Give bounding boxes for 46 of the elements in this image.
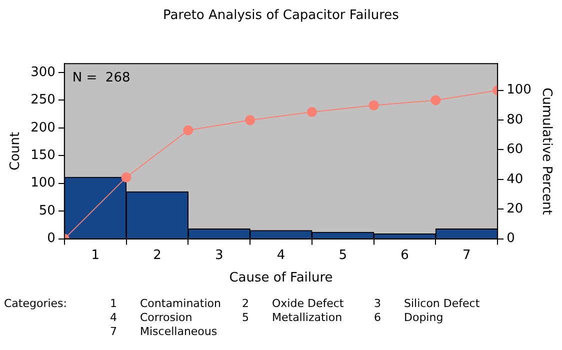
y-tick-label: 200 — [30, 120, 56, 136]
x-tick-label: 6 — [400, 248, 409, 263]
point — [121, 172, 132, 182]
y-axis-title: Count — [8, 132, 24, 171]
text: 1 — [110, 297, 118, 310]
x-tick-label: 3 — [214, 248, 224, 263]
text: Miscellaneous — [140, 325, 218, 338]
text: 3 — [374, 297, 382, 310]
text: Contamination — [140, 297, 222, 310]
y-tick-label: 250 — [30, 92, 56, 108]
x-axis-title: Cause of Failure — [229, 270, 333, 286]
y-tick-label: 300 — [30, 64, 56, 80]
text: Doping — [404, 311, 444, 324]
text: 5 — [242, 311, 250, 324]
y2-tick-label: 40 — [506, 172, 524, 187]
y-tick-label: 100 — [30, 176, 56, 191]
point — [183, 125, 194, 136]
text: Oxide Defect — [272, 297, 345, 310]
text: Corrosion — [140, 311, 194, 324]
text: 4 — [110, 311, 118, 324]
y-tick-label: 150 — [30, 148, 56, 164]
annotation: N = 268 — [72, 70, 130, 86]
y-tick-label: 50 — [38, 203, 56, 218]
point — [368, 100, 379, 110]
x-tick-label: 4 — [276, 248, 286, 263]
text: Metallization — [272, 311, 344, 324]
point — [430, 95, 441, 106]
chart-title: Pareto Analysis of Capacitor Failures — [163, 8, 400, 24]
text: 2 — [242, 297, 250, 310]
x-tick-label: 5 — [338, 248, 348, 263]
y2-tick-label: 0 — [506, 231, 515, 246]
y2-tick-label: 20 — [506, 201, 524, 216]
y2-tick-label: 80 — [506, 112, 524, 128]
text: Silicon Defect — [404, 297, 481, 310]
y2-tick-label: 60 — [506, 142, 524, 158]
x-tick-label: 7 — [462, 248, 471, 263]
x-tick-label: 2 — [153, 248, 162, 263]
text: Categories: — [4, 297, 68, 310]
point — [245, 115, 256, 126]
y-tick-label: 0 — [47, 231, 56, 246]
y2-axis-title: Cumulative Percent — [538, 88, 554, 215]
text: 6 — [374, 311, 382, 324]
point — [306, 107, 317, 118]
x-tick-label: 1 — [91, 248, 100, 263]
y2-tick-label: 100 — [506, 82, 532, 98]
text: 7 — [110, 325, 118, 338]
